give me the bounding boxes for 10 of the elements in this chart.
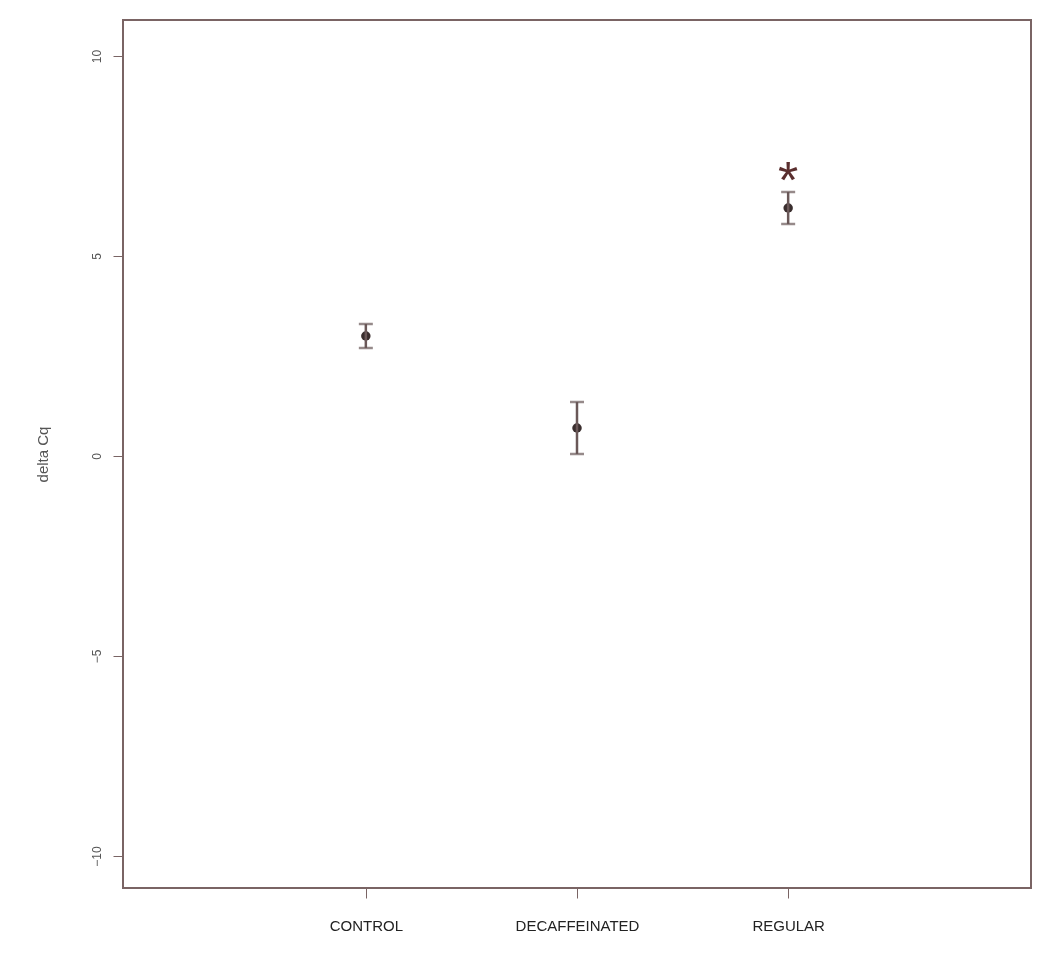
y-tick-label: −5 (89, 649, 104, 664)
x-tick-label: CONTROL (329, 916, 404, 934)
y-tick-label: −10 (89, 846, 104, 867)
x-tick-label: REGULAR (752, 916, 826, 934)
annotation: * (778, 151, 799, 209)
y-tick-label: 10 (89, 49, 104, 64)
y-tick-label: 0 (89, 452, 104, 460)
y-axis-title: delta Cq (33, 426, 51, 483)
y-tick-label: 5 (89, 252, 104, 260)
x-tick-label: DECAFFEINATED (515, 916, 640, 934)
